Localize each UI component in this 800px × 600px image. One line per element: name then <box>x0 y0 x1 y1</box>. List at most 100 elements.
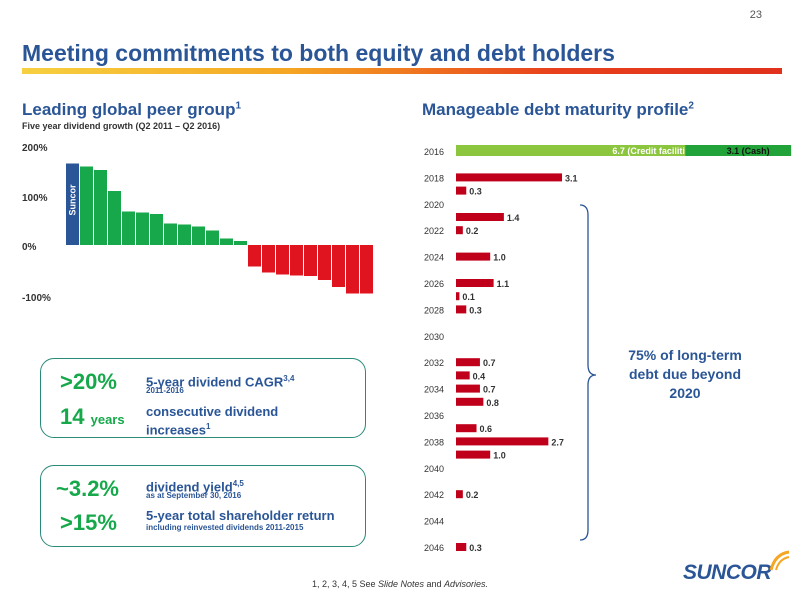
cagr-stat: >20% <box>60 369 117 394</box>
debt-2016-label-0: 6.7 (Credit facilities) <box>612 146 698 156</box>
peer-bar-3 <box>108 191 121 245</box>
debt-year-2042: 2042 <box>424 490 444 500</box>
peer-bar-10 <box>206 230 219 245</box>
yield-label-text: dividend yield <box>146 479 233 495</box>
peer-bar-15 <box>276 245 289 275</box>
debt-year-2030: 2030 <box>424 332 444 342</box>
debt-bar-2035 <box>456 397 484 406</box>
peer-heading: Leading global peer group1 <box>22 100 241 120</box>
suncor-logo: SUNCOR <box>683 550 790 585</box>
years-stat: 14 years <box>60 404 125 430</box>
peer-bar-7 <box>164 223 177 245</box>
increases-sup: 1 <box>206 422 211 431</box>
cagr-note: 2011-2016 <box>146 386 184 395</box>
debt-year-2038: 2038 <box>424 437 444 447</box>
debt-bar-2022 <box>456 226 463 235</box>
footnote: 1, 2, 3, 4, 5 See Slide Notes and Adviso… <box>0 579 800 589</box>
debt-bar-label-2026: 1.1 <box>497 279 510 289</box>
peer-ytick-1: 100% <box>22 193 48 204</box>
peer-bar-2 <box>94 170 107 245</box>
debt-bar-label-2028: 0.3 <box>469 305 482 315</box>
debt-bar-2024 <box>456 252 491 261</box>
peer-bar-5 <box>136 212 149 245</box>
debt-bar-2046 <box>456 543 467 551</box>
yield-label: dividend yield4,5 <box>146 476 244 494</box>
debt-bar-label-2037: 0.6 <box>480 424 493 434</box>
yield-label-sup: 4,5 <box>232 479 244 488</box>
debt-year-2036: 2036 <box>424 411 444 421</box>
stats-box-2 <box>40 465 366 547</box>
debt-note: 75% of long-term debt due beyond 2020 <box>628 347 742 401</box>
debt-heading: Manageable debt maturity profile2 <box>422 100 694 120</box>
peer-bar-4 <box>122 211 135 245</box>
peer-heading-sup: 1 <box>235 100 242 112</box>
debt-heading-text: Manageable debt maturity profile <box>422 100 689 119</box>
peer-bar-18 <box>318 245 331 280</box>
advisories-link[interactable]: Advisories. <box>444 579 489 589</box>
page-number: 23 <box>749 9 762 21</box>
debt-bar-label-2046: 0.3 <box>469 543 482 553</box>
debt-bar-2034 <box>456 384 480 393</box>
debt-heading-sup: 2 <box>688 100 694 112</box>
debt-bar-2039 <box>456 450 491 459</box>
title-gradient-bar <box>22 68 782 74</box>
cagr-label: 5-year dividend CAGR3,4 <box>146 371 294 389</box>
peer-bar-9 <box>192 226 205 245</box>
debt-bar-2028 <box>456 305 467 314</box>
debt-bar-2018 <box>456 173 563 182</box>
suncor-bar-label: Suncor <box>68 184 78 216</box>
debt-bar-label-2032: 0.7 <box>483 358 496 368</box>
debt-bar-label-2039: 1.0 <box>493 451 506 461</box>
debt-year-2020: 2020 <box>424 200 444 210</box>
years-unit: years <box>90 412 125 427</box>
debt-year-2032: 2032 <box>424 358 444 368</box>
peer-ytick-0: 200% <box>22 143 48 154</box>
debt-year-2022: 2022 <box>424 226 444 236</box>
debt-bar-label-2027: 0.1 <box>462 292 475 302</box>
increases-label: consecutive dividend increases1 <box>146 404 278 437</box>
peer-bar-16 <box>290 245 303 276</box>
debt-bar-2033 <box>456 371 470 380</box>
tsr-label: 5-year total shareholder return <box>146 508 335 523</box>
cagr-label-sup: 3,4 <box>283 374 295 383</box>
debt-year-2034: 2034 <box>424 385 444 395</box>
yield-stat: ~3.2% <box>56 476 119 501</box>
debt-bar-label-2019: 0.3 <box>469 187 482 197</box>
debt-bar-2037 <box>456 424 477 433</box>
peer-bar-0 <box>66 163 79 245</box>
debt-year-2026: 2026 <box>424 279 444 289</box>
debt-year-2028: 2028 <box>424 305 444 315</box>
peer-bar-14 <box>262 245 275 273</box>
peer-bar-6 <box>150 214 163 245</box>
footnote-prefix: 1, 2, 3, 4, 5 See <box>311 579 378 589</box>
peer-bar-20 <box>346 245 359 294</box>
debt-2016-seg-0 <box>456 145 686 156</box>
tsr-stat: >15% <box>60 510 117 535</box>
debt-bar-label-2038: 2.7 <box>551 437 564 447</box>
debt-bar-label-2034: 0.7 <box>483 385 496 395</box>
debt-bar-2032 <box>456 358 480 367</box>
stats-box-1 <box>40 358 366 438</box>
debt-bar-label-2018: 3.1 <box>565 173 578 183</box>
peer-subtitle: Five year dividend growth (Q2 2011 – Q2 … <box>22 121 221 131</box>
debt-bar-2021 <box>456 213 504 221</box>
debt-year-2046: 2046 <box>424 543 444 553</box>
peer-bar-13 <box>248 245 261 267</box>
slide-notes-link[interactable]: Slide Notes <box>377 579 425 589</box>
debt-bar-2019 <box>456 186 467 195</box>
years-number: 14 <box>60 404 85 429</box>
debt-year-2040: 2040 <box>424 464 444 474</box>
cagr-label-text: 5-year dividend CAGR <box>146 374 284 390</box>
debt-brace <box>579 204 597 541</box>
peer-heading-text: Leading global peer group <box>22 100 236 119</box>
debt-year-2044: 2044 <box>424 517 444 527</box>
debt-year-2024: 2024 <box>424 253 444 263</box>
debt-bar-2038 <box>456 437 549 446</box>
debt-year-2016: 2016 <box>424 147 444 157</box>
debt-2016-label-1: 3.1 (Cash) <box>727 146 770 156</box>
increases-line1: consecutive dividend <box>146 404 279 419</box>
logo-text: SUNCOR <box>683 561 772 584</box>
debt-year-2018: 2018 <box>424 173 444 183</box>
